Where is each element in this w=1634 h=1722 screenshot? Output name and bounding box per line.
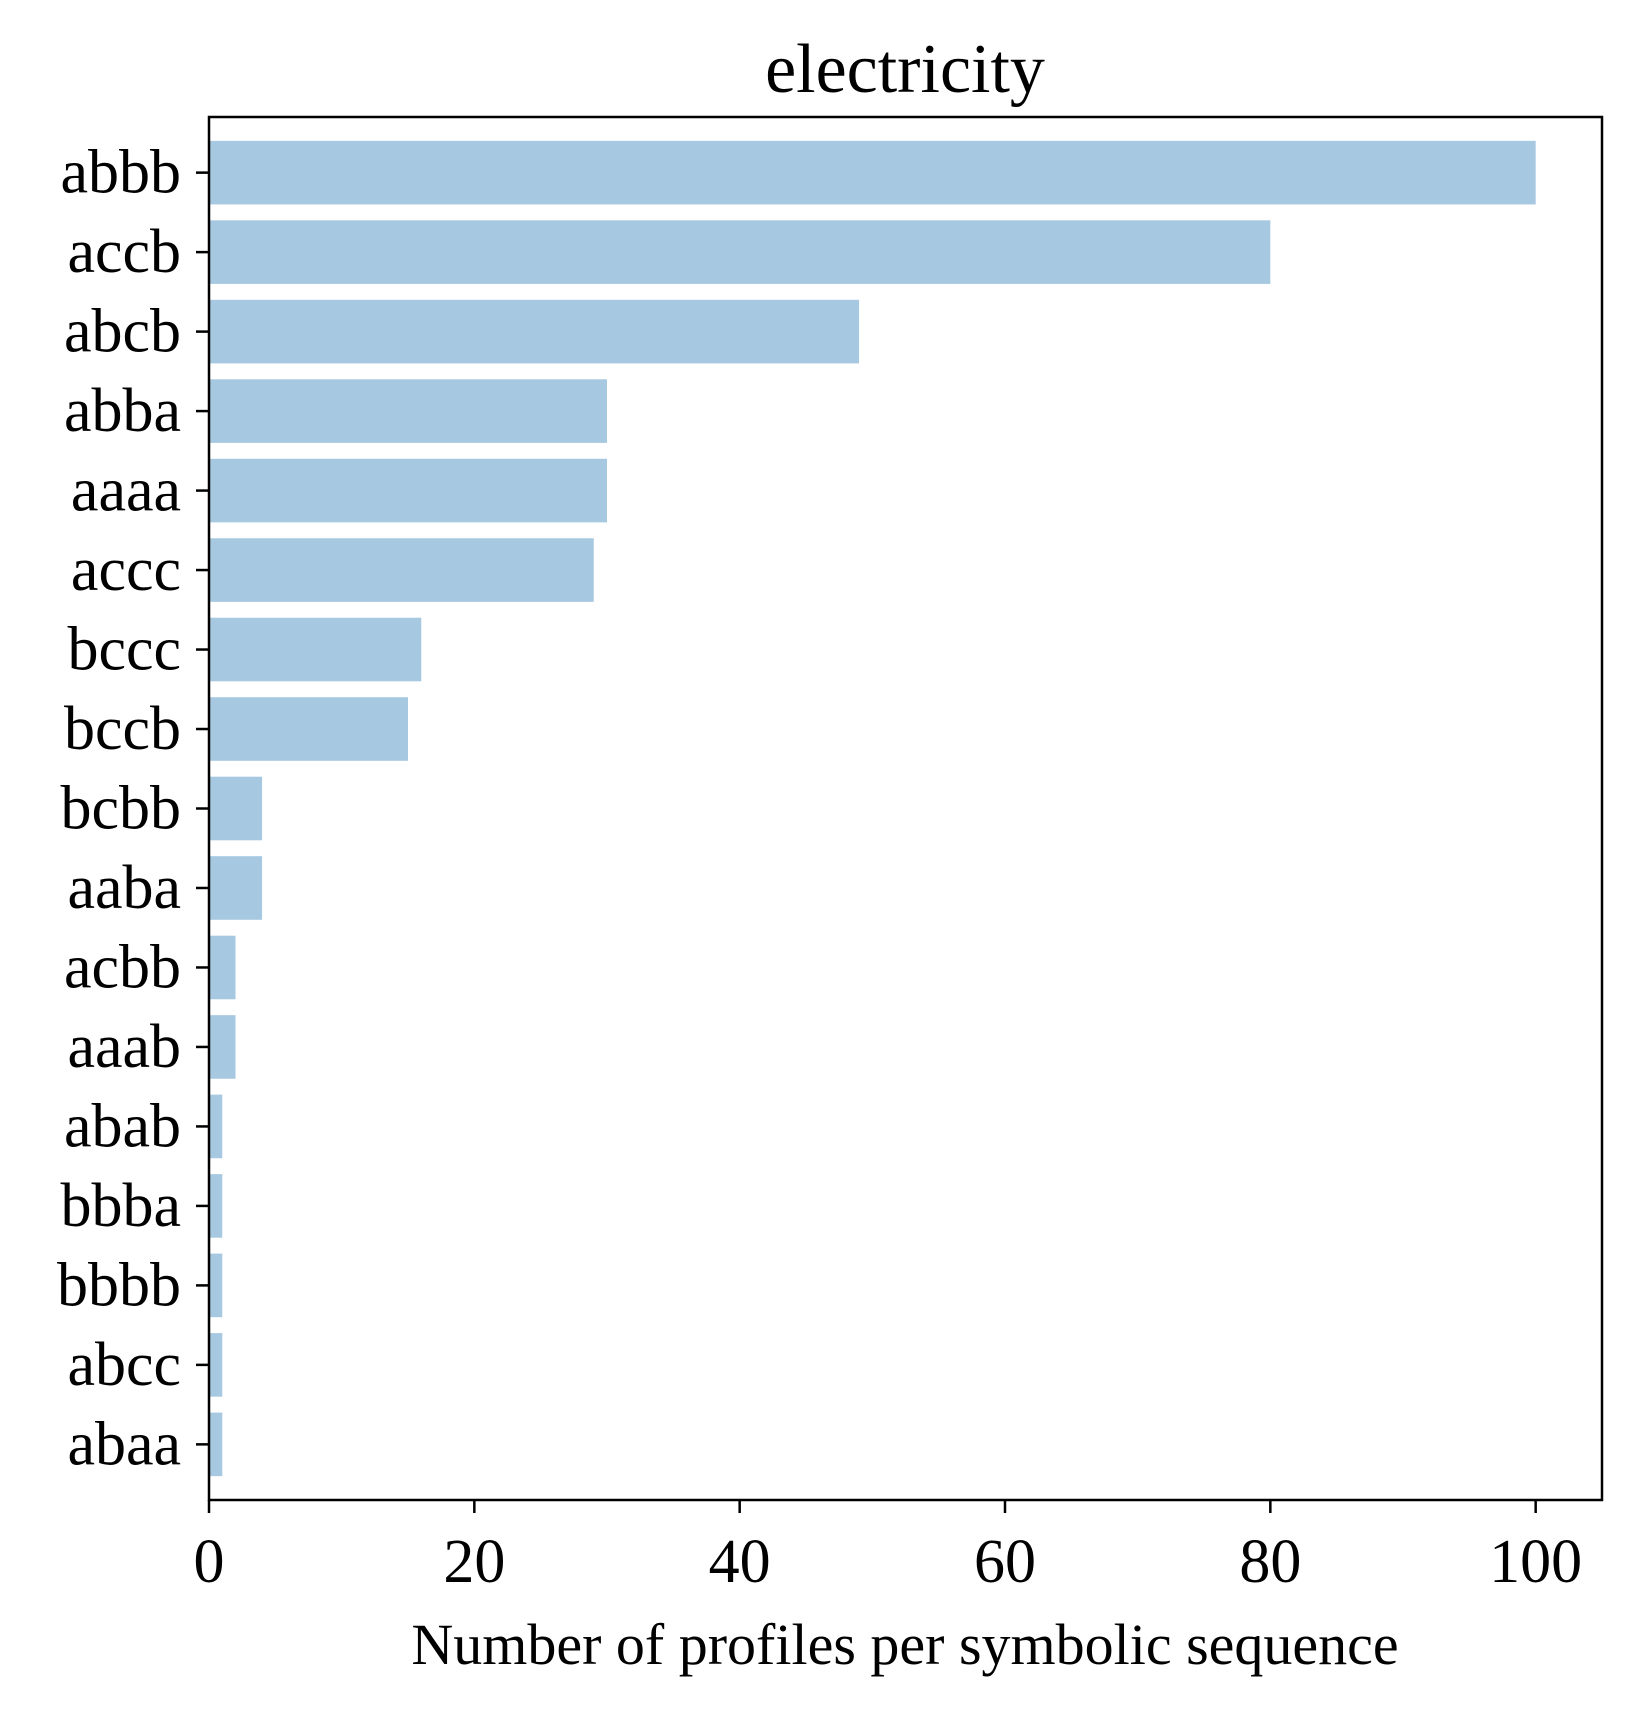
bar-abba (209, 379, 607, 443)
y-tick-label: bccb (64, 695, 181, 763)
plot-frame (207, 115, 1604, 1502)
y-tick-label: bbba (60, 1172, 181, 1240)
bar-aaab (209, 1015, 236, 1079)
bar-abab (209, 1094, 223, 1159)
bar-accc (209, 538, 594, 602)
x-axis-ticks: 0 20 40 60 80 100 (194, 1500, 1582, 1596)
bar-aaba (209, 856, 263, 920)
y-tick-label: accc (71, 536, 181, 604)
x-tick-label: 0 (194, 1528, 225, 1596)
y-tick-label: abcc (67, 1331, 181, 1399)
bar-abcc (209, 1333, 223, 1397)
y-tick-label: aaab (67, 1013, 181, 1081)
y-tick-label: acbb (64, 933, 181, 1001)
y-tick-label: bcbb (60, 775, 181, 843)
x-tick-label: 40 (709, 1528, 771, 1596)
x-tick-label: 60 (974, 1528, 1036, 1596)
bar-bcbb (209, 776, 263, 841)
y-tick-label: aaaa (71, 457, 181, 525)
bars (209, 140, 1536, 1477)
bar-bbba (209, 1174, 223, 1238)
y-axis-ticks: abbb accb abcb abba aaaa accc bccc bccb bcbb aaba… (57, 139, 209, 1478)
x-tick-label: 100 (1489, 1528, 1582, 1596)
y-tick-label: abbb (60, 139, 181, 207)
y-tick-label: abaa (67, 1410, 181, 1478)
bar-bbbb (209, 1253, 223, 1318)
bar-accb (209, 220, 1271, 284)
bar-aaaa (209, 458, 607, 523)
bar-abbb (209, 140, 1536, 205)
x-axis-label: Number of profiles per symbolic sequence (411, 1612, 1398, 1677)
y-tick-label: bbbb (57, 1251, 181, 1319)
bar-bccc (209, 617, 422, 682)
bar-acbb (209, 935, 236, 1000)
y-tick-label: abcb (64, 298, 181, 366)
bar-abcb (209, 299, 860, 364)
x-tick-label: 20 (443, 1528, 505, 1596)
bar-abaa (209, 1412, 223, 1477)
y-tick-label: bccc (67, 616, 181, 684)
bar-bccb (209, 697, 408, 761)
y-tick-label: aaba (67, 854, 181, 922)
chart-title: electricity (765, 31, 1045, 108)
y-tick-label: abab (64, 1092, 181, 1160)
y-tick-label: accb (67, 218, 181, 286)
y-tick-label: abba (64, 377, 181, 445)
x-tick-label: 80 (1239, 1528, 1301, 1596)
